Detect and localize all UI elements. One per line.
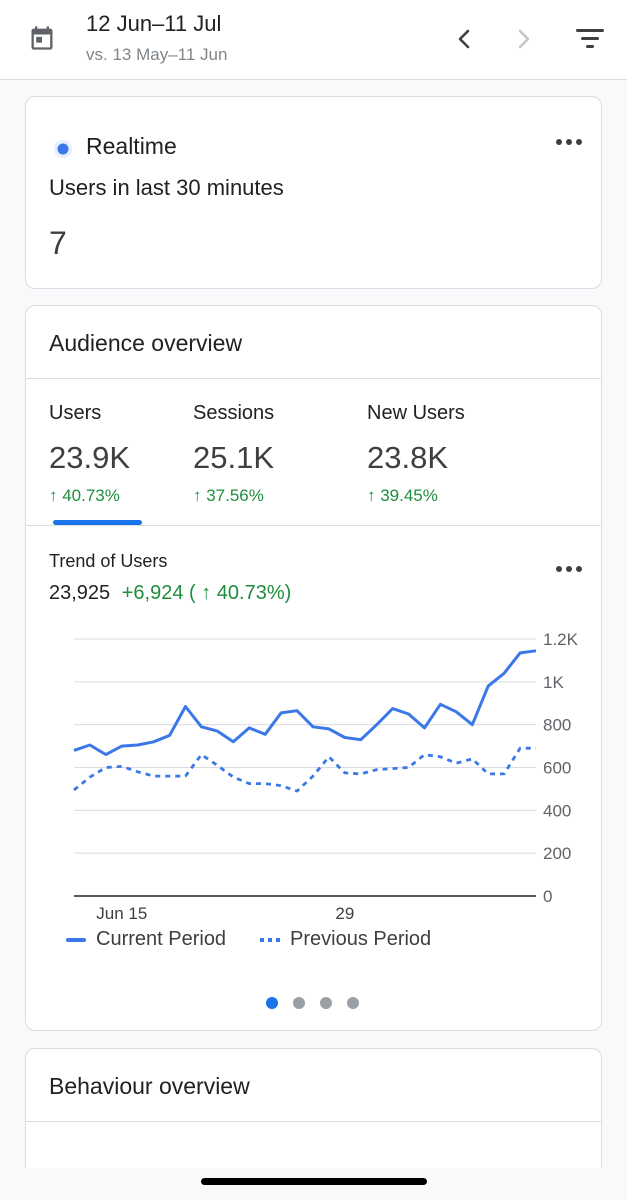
metric-label: Users bbox=[49, 402, 102, 424]
audience-overview-card: Audience overview Users 23.9K ↑ 40.73% S… bbox=[25, 305, 602, 1031]
metric-change: ↑ 37.56% bbox=[193, 486, 264, 505]
behaviour-overview-title: Behaviour overview bbox=[49, 1073, 250, 1099]
legend-item-previous-period[interactable]: Previous Period bbox=[260, 928, 431, 951]
legend-label: Previous Period bbox=[290, 928, 432, 950]
compare-date-range: vs. 13 May–11 Jun bbox=[86, 45, 228, 64]
home-indicator bbox=[201, 1178, 427, 1185]
behaviour-overview-card[interactable]: Behaviour overview bbox=[25, 1048, 602, 1168]
realtime-live-dot-icon bbox=[54, 140, 72, 158]
trend-total: 23,925 bbox=[49, 582, 111, 604]
calendar-icon[interactable] bbox=[28, 24, 56, 52]
realtime-user-count: 7 bbox=[49, 225, 67, 261]
more-options-icon[interactable] bbox=[554, 135, 584, 149]
metric-tab-sessions[interactable]: Sessions 25.1K ↑ 37.56% bbox=[193, 402, 274, 506]
y-tick-label: 200 bbox=[543, 844, 571, 863]
divider bbox=[26, 525, 601, 526]
audience-overview-title: Audience overview bbox=[49, 330, 243, 356]
filter-icon[interactable] bbox=[574, 24, 606, 54]
y-tick-label: 400 bbox=[543, 801, 571, 820]
trend-summary: 23,925 +6,924 ( ↑ 40.73%) bbox=[49, 582, 291, 605]
realtime-card[interactable]: Realtime Users in last 30 minutes 7 bbox=[25, 96, 602, 289]
date-range[interactable]: 12 Jun–11 Jul bbox=[86, 11, 222, 36]
metric-value: 23.8K bbox=[367, 440, 449, 475]
divider bbox=[26, 378, 601, 379]
metric-label: Sessions bbox=[193, 402, 275, 424]
previous-period-line bbox=[73, 746, 536, 793]
legend-label: Current Period bbox=[96, 928, 227, 950]
metric-tab-users[interactable]: Users 23.9K ↑ 40.73% bbox=[49, 402, 130, 506]
x-tick-label: 29 bbox=[335, 904, 354, 921]
legend-solid-line-icon bbox=[66, 937, 86, 942]
carousel-pagination bbox=[266, 996, 374, 1014]
metric-tab-new-users[interactable]: New Users 23.8K ↑ 39.45% bbox=[367, 402, 465, 506]
y-tick-label: 1.2K bbox=[543, 630, 579, 649]
y-tick-label: 1K bbox=[543, 673, 564, 692]
users-trend-chart[interactable]: 0 200 400 600 800 1K 1.2K Jun 15 29 bbox=[26, 621, 602, 921]
chevron-left-icon[interactable] bbox=[449, 22, 479, 56]
pagination-dot[interactable] bbox=[347, 997, 359, 1009]
realtime-title: Realtime bbox=[86, 133, 177, 159]
selected-metric-indicator bbox=[53, 520, 142, 525]
y-tick-label: 0 bbox=[543, 887, 552, 906]
y-tick-label: 600 bbox=[543, 759, 571, 778]
divider bbox=[26, 1121, 601, 1122]
pagination-dot[interactable] bbox=[320, 997, 332, 1009]
metric-value: 25.1K bbox=[193, 440, 275, 475]
legend-dotted-line-icon bbox=[260, 937, 280, 942]
chevron-right-icon[interactable] bbox=[509, 22, 539, 56]
metric-value: 23.9K bbox=[49, 440, 131, 475]
current-period-line bbox=[73, 649, 537, 757]
realtime-subtitle: Users in last 30 minutes bbox=[49, 175, 284, 200]
pagination-dot[interactable] bbox=[266, 997, 278, 1009]
legend-item-current-period[interactable]: Current Period bbox=[66, 928, 226, 951]
metric-change: ↑ 40.73% bbox=[49, 486, 120, 505]
trend-title: Trend of Users bbox=[49, 551, 168, 571]
metric-label: New Users bbox=[367, 402, 465, 424]
pagination-dot[interactable] bbox=[293, 997, 305, 1009]
trend-delta: +6,924 ( ↑ 40.73%) bbox=[121, 582, 292, 604]
y-tick-label: 800 bbox=[543, 716, 571, 735]
top-app-bar: 12 Jun–11 Jul vs. 13 May–11 Jun bbox=[0, 0, 627, 80]
more-options-icon[interactable] bbox=[554, 562, 584, 576]
x-tick-label: Jun 15 bbox=[96, 904, 147, 921]
metric-change: ↑ 39.45% bbox=[367, 486, 438, 505]
